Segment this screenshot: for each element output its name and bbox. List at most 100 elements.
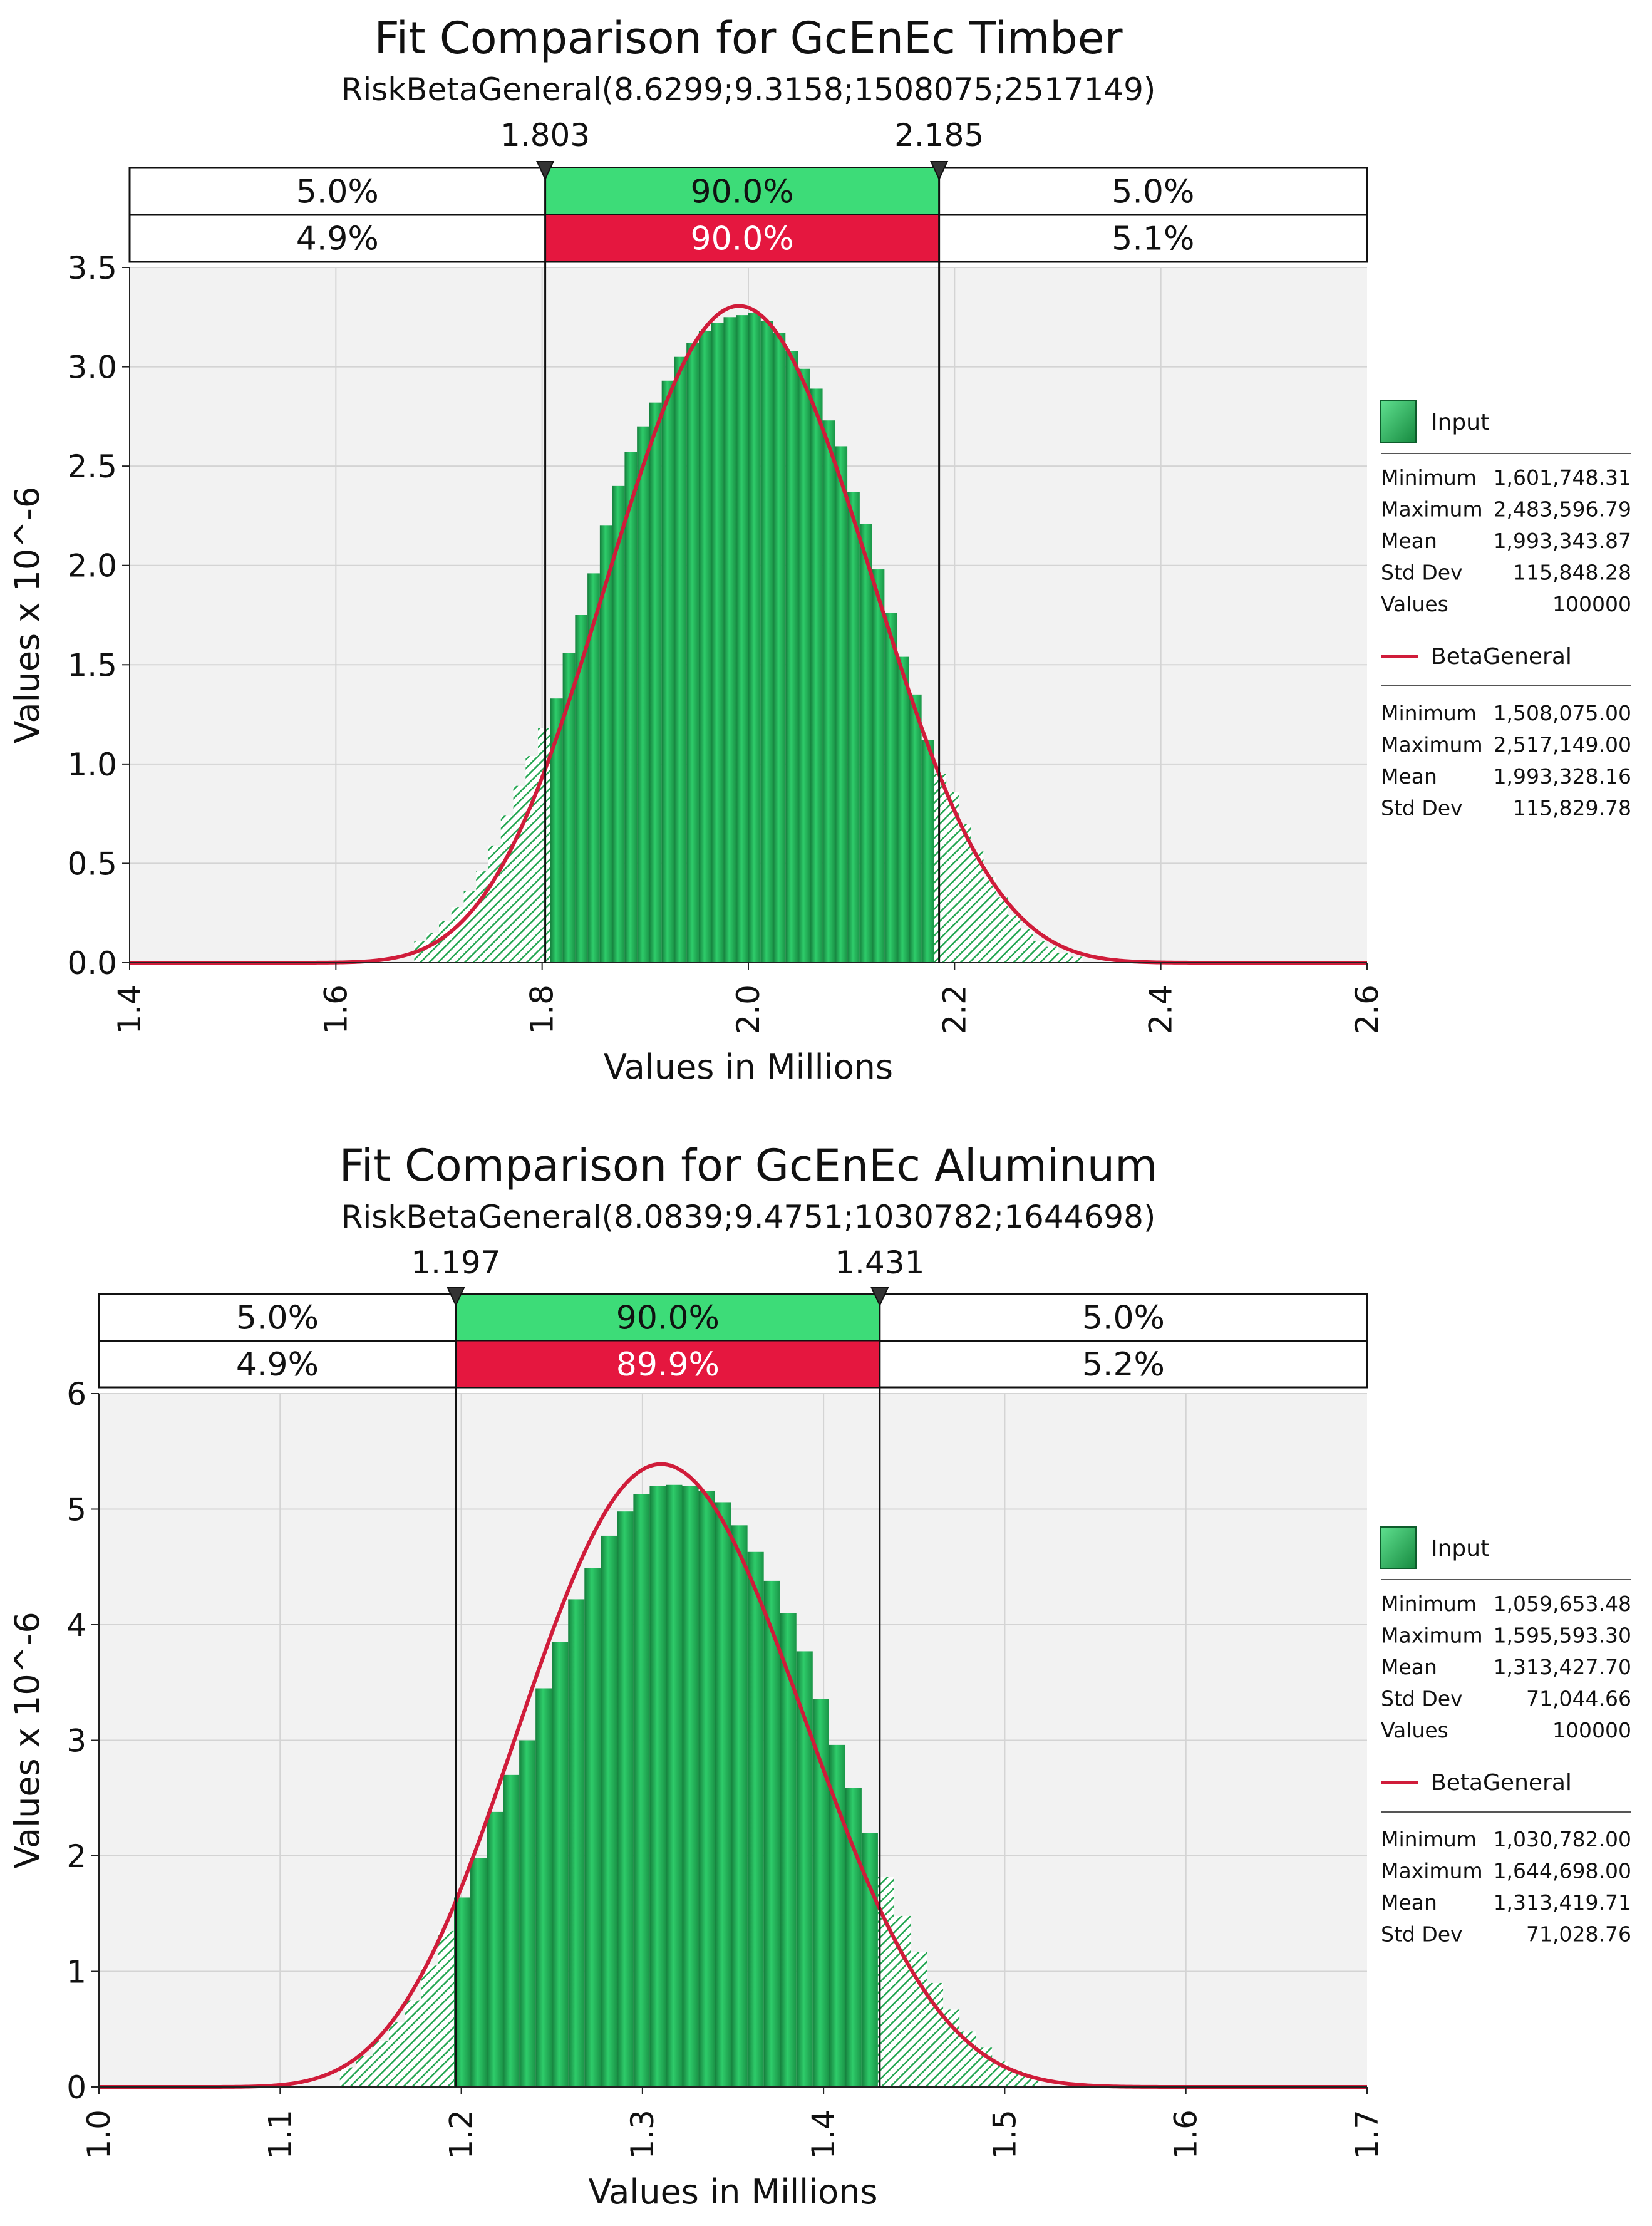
histogram-bar — [503, 1774, 520, 2087]
legend-stat-value: 1,993,343.87 — [1494, 529, 1631, 553]
histogram-bar — [437, 1930, 454, 2087]
histogram-bar — [921, 740, 934, 963]
histogram-bar — [451, 907, 464, 963]
y-tick-label: 3 — [66, 1723, 86, 1759]
histogram-bar — [584, 1568, 601, 2087]
x-tick-label: 2.2 — [936, 985, 973, 1035]
y-tick-label: 0 — [66, 2069, 86, 2106]
legend-stat-value: 2,483,596.79 — [1494, 497, 1631, 522]
histogram-bar — [835, 446, 848, 963]
x-tick-label: 2.6 — [1349, 985, 1385, 1035]
y-tick-label: 2.5 — [67, 448, 117, 485]
x-tick-label: 1.0 — [81, 2110, 117, 2160]
chart-title: Fit Comparison for GcEnEc Timber — [374, 13, 1123, 64]
x-tick-label: 1.3 — [624, 2110, 661, 2160]
legend-stat-value: 1,595,593.30 — [1494, 1623, 1631, 1648]
legend-stat-value: 1,030,782.00 — [1494, 1827, 1631, 1851]
histogram-bar — [796, 1651, 813, 2087]
input-band-label: 4.9% — [236, 1346, 319, 1384]
histogram-bar — [612, 485, 625, 963]
histogram-bar — [519, 1740, 536, 2087]
legend-input-swatch — [1380, 1526, 1417, 1569]
x-tick-label: 1.4 — [805, 2110, 842, 2160]
histogram-bar — [666, 1484, 683, 2087]
histogram-bar — [1033, 941, 1046, 963]
y-tick-label: 6 — [66, 1376, 86, 1412]
marker-triangle — [536, 161, 555, 181]
x-tick-label: 1.1 — [262, 2110, 298, 2160]
histogram-bar — [773, 333, 786, 963]
fit-band-label: 90.0% — [616, 1299, 720, 1337]
histogram-bar — [686, 343, 699, 963]
chart-aluminum: Fit Comparison for GcEnEc Aluminum RiskBe… — [8, 1140, 1631, 2212]
histogram-bar — [356, 2056, 373, 2087]
histogram-bar — [550, 698, 563, 963]
histogram-bar — [909, 694, 922, 963]
y-tick-label: 1.0 — [67, 747, 117, 783]
chart-subtitle: RiskBetaGeneral(8.0839;9.4751;1030782;16… — [341, 1199, 1156, 1235]
histogram-bar — [736, 315, 748, 963]
x-tick-label: 1.5 — [986, 2110, 1023, 2160]
legend-stat-label: Mean — [1381, 1655, 1437, 1679]
y-axis-label: Values x 10^-6 — [8, 1612, 47, 1869]
histogram-bar — [538, 728, 550, 963]
x-tick-label: 2.0 — [730, 985, 767, 1035]
legend-stat-label: Maximum — [1381, 497, 1483, 522]
fit-band-label: 5.0% — [1112, 173, 1194, 211]
histogram-bar — [674, 356, 687, 963]
x-tick-label: 1.8 — [524, 985, 560, 1035]
input-band-label: 5.2% — [1082, 1346, 1165, 1384]
legend-stat-value: 1,993,328.16 — [1494, 764, 1631, 789]
legend-stat-value: 2,517,149.00 — [1494, 733, 1631, 757]
histogram-bar — [798, 368, 810, 963]
legend-fit-label: BetaGeneral — [1431, 1770, 1572, 1796]
histogram-bar — [1058, 953, 1070, 963]
histogram-bar — [488, 845, 501, 963]
legend-fit-label: BetaGeneral — [1431, 644, 1572, 670]
histogram-bar — [575, 615, 588, 963]
histogram-bar — [599, 525, 612, 963]
legend-stat-label: Minimum — [1381, 701, 1477, 725]
legend-stat-value: 1,508,075.00 — [1494, 701, 1631, 725]
histogram-bar — [1045, 946, 1058, 963]
histogram-bar — [822, 420, 835, 963]
histogram-bar — [1020, 929, 1033, 963]
legend-stat-label: Minimum — [1381, 1827, 1477, 1851]
histogram-bar — [847, 492, 860, 963]
legend-stat-value: 1,059,653.48 — [1494, 1592, 1631, 1616]
histogram-bar — [682, 1486, 699, 2087]
histogram-bar — [872, 569, 885, 963]
legend-stat-value: 100000 — [1552, 1718, 1631, 1742]
x-tick-label: 1.6 — [1168, 2110, 1204, 2160]
fit-band-label: 5.0% — [236, 1299, 319, 1337]
legend-stat-value: 71,044.66 — [1526, 1687, 1631, 1711]
histogram-bar — [568, 1599, 585, 2087]
histogram-bar — [388, 2022, 405, 2087]
histogram-bar — [723, 317, 736, 963]
legend-stat-value: 115,829.78 — [1513, 796, 1631, 821]
legend-stat-label: Values — [1381, 1718, 1448, 1742]
histogram-bar — [339, 2067, 356, 2087]
histogram-bar — [476, 871, 489, 963]
input-band-center — [544, 214, 940, 262]
y-tick-label: 2 — [66, 1838, 86, 1875]
fit-band-label: 90.0% — [691, 173, 794, 211]
x-axis-label: Values in Millions — [604, 1047, 893, 1087]
y-tick-label: 1.5 — [67, 647, 117, 683]
histogram-bar — [525, 756, 539, 963]
histogram-bar — [1070, 956, 1083, 963]
legend-stat-value: 115,848.28 — [1513, 561, 1631, 585]
histogram-bar — [934, 774, 947, 963]
fit-band-label: 5.0% — [296, 173, 379, 211]
histogram-bar — [859, 524, 872, 963]
histogram-bar — [760, 321, 773, 963]
legend-stat-label: Mean — [1381, 764, 1437, 789]
histogram-bar — [711, 323, 724, 963]
histogram-bar — [748, 313, 761, 963]
legend-stat-label: Values — [1381, 592, 1448, 616]
legend-input-swatch — [1380, 400, 1417, 443]
y-tick-label: 1 — [66, 1954, 86, 1990]
x-tick-label: 1.7 — [1349, 2110, 1385, 2160]
histogram-bar — [535, 1688, 552, 2087]
legend-stat-value: 1,601,748.31 — [1494, 465, 1631, 490]
